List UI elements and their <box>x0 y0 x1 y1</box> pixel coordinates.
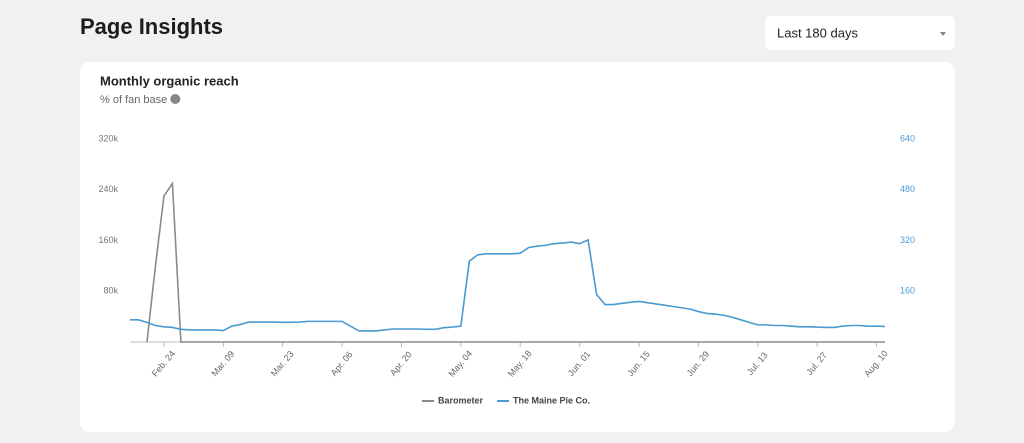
y2-tick-label: 160 <box>900 286 915 296</box>
help-icon[interactable] <box>170 94 181 104</box>
y2-tick-label: 480 <box>900 184 915 194</box>
page-title: Page Insights <box>80 14 223 39</box>
dropdown[interactable] <box>765 16 955 50</box>
dropdown-label[interactable]: Last 180 days <box>777 25 858 40</box>
chart-title: Monthly organic reach <box>100 73 239 88</box>
series-line <box>130 238 886 332</box>
y2-tick-label: 320 <box>900 235 915 245</box>
y-tick-label: 320k <box>98 133 118 143</box>
chart-subtitle: % of fan base <box>100 94 167 106</box>
y-tick-label: 240k <box>98 184 118 194</box>
series-line <box>146 180 885 343</box>
dropdown-arrow[interactable] <box>940 32 946 36</box>
y-tick-label: 160k <box>98 235 118 245</box>
legend-label: Barometer <box>438 395 484 405</box>
legend-label: The Maine Pie Co. <box>513 395 590 405</box>
y-tick-label: 80k <box>103 286 118 296</box>
card <box>80 62 955 432</box>
y2-tick-label: 640 <box>900 133 915 143</box>
